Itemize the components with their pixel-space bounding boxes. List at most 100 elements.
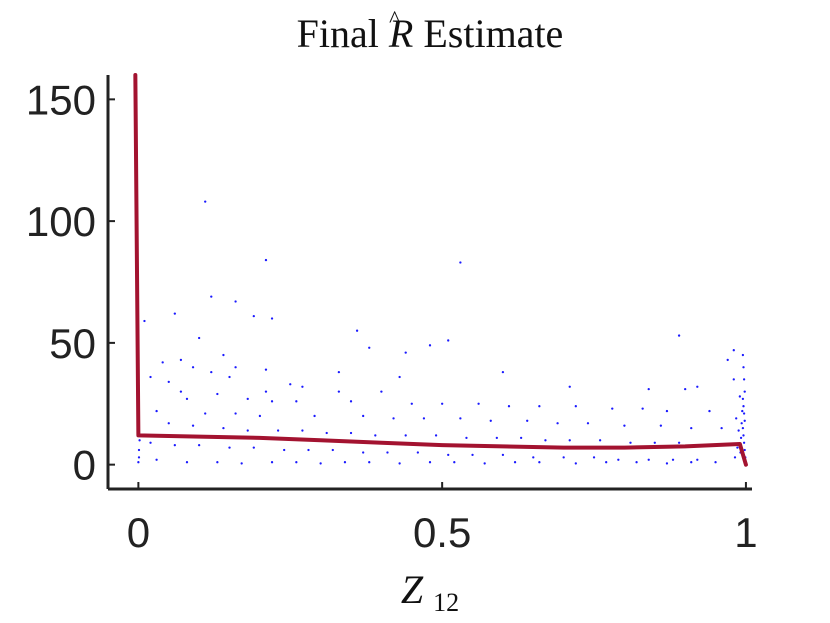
y-tick-label: 0 bbox=[73, 442, 96, 489]
scatter-point bbox=[428, 344, 432, 347]
y-tick-label: 100 bbox=[26, 198, 96, 245]
scatter-point bbox=[447, 339, 450, 342]
scatter-point bbox=[270, 400, 274, 403]
scatter-point bbox=[538, 461, 541, 464]
scatter-point bbox=[149, 441, 152, 444]
scatter-point bbox=[374, 434, 377, 437]
scatter-point bbox=[410, 402, 413, 405]
plot-area: 0 0.5 1 0 50 100 150 bbox=[26, 73, 758, 556]
scatter-point bbox=[228, 446, 231, 449]
scatter-point bbox=[179, 390, 183, 393]
scatter-point bbox=[598, 439, 602, 442]
scatter-point bbox=[647, 388, 650, 391]
scatter-point bbox=[742, 405, 745, 408]
scatter-point bbox=[191, 424, 195, 427]
scatter-point bbox=[295, 461, 298, 464]
scatter-point bbox=[459, 261, 462, 264]
scatter-point bbox=[732, 378, 735, 381]
scatter-point bbox=[532, 456, 535, 459]
scatter-point bbox=[556, 422, 559, 425]
scatter-point bbox=[714, 461, 717, 464]
scatter-point bbox=[586, 422, 590, 425]
x-axis-label-subscript: 12 bbox=[433, 588, 459, 617]
scatter-point bbox=[720, 426, 723, 430]
scatter-point bbox=[416, 451, 419, 454]
scatter-point bbox=[465, 436, 468, 440]
scatter-point bbox=[538, 405, 541, 408]
scatter-point bbox=[477, 402, 480, 405]
chart-title-suffix: Estimate bbox=[423, 11, 563, 56]
scatter-point bbox=[143, 319, 146, 323]
scatter-point bbox=[362, 451, 365, 454]
scatter-point bbox=[441, 402, 444, 405]
chart-title-prefix: Final bbox=[297, 11, 389, 56]
scatter-point bbox=[137, 461, 140, 464]
scatter-point bbox=[507, 405, 511, 408]
scatter-point bbox=[216, 392, 219, 396]
scatter-point bbox=[743, 448, 746, 452]
scatter-point bbox=[741, 409, 744, 413]
scatter-point bbox=[736, 446, 739, 449]
scatter-point bbox=[677, 441, 681, 444]
scatter-point bbox=[319, 462, 322, 465]
scatter-point bbox=[684, 388, 687, 391]
scatter-point bbox=[690, 461, 693, 464]
scatter-point bbox=[161, 361, 164, 364]
scatter-point bbox=[742, 434, 745, 437]
scatter-point bbox=[222, 426, 225, 430]
scatter-point bbox=[742, 366, 745, 369]
x-tick-label: 0 bbox=[127, 509, 150, 556]
scatter-point bbox=[743, 390, 746, 393]
scatter-point bbox=[453, 461, 456, 464]
scatter-point bbox=[210, 295, 213, 298]
scatter-point bbox=[240, 462, 243, 465]
scatter-point bbox=[185, 461, 189, 464]
scatter-point bbox=[246, 429, 249, 432]
scatter-point bbox=[562, 456, 565, 459]
scatter-point bbox=[362, 414, 365, 418]
scatter-point bbox=[404, 351, 407, 354]
scatter-point bbox=[197, 336, 201, 340]
scatter-point bbox=[137, 456, 141, 459]
scatter-point bbox=[289, 383, 292, 386]
scatter-point bbox=[234, 300, 237, 303]
scatter-point bbox=[301, 385, 304, 388]
scatter-point bbox=[337, 370, 341, 374]
scatter-point bbox=[740, 422, 743, 425]
scatter-point bbox=[428, 461, 432, 464]
y-tick-label: 50 bbox=[49, 320, 96, 367]
scatter-point bbox=[568, 385, 571, 388]
scatter-point bbox=[659, 424, 663, 427]
scatter-point bbox=[592, 456, 596, 459]
scatter-point bbox=[739, 436, 743, 440]
scatter-point bbox=[343, 461, 347, 464]
scatter-point bbox=[665, 462, 669, 465]
scatter-point bbox=[392, 417, 395, 420]
scatter-point bbox=[741, 397, 745, 401]
scatter-point bbox=[331, 448, 334, 452]
scatter-point bbox=[733, 456, 737, 459]
scatter-point bbox=[173, 444, 176, 447]
chart-title-hat-icon: ^ bbox=[389, 7, 400, 33]
scatter-point bbox=[459, 417, 462, 420]
scatter-point bbox=[210, 370, 213, 374]
scatter-point bbox=[495, 436, 498, 440]
x-axis-label: Z 12 bbox=[401, 567, 459, 617]
scatter-point bbox=[732, 349, 735, 352]
scatter-point bbox=[696, 458, 699, 461]
scatter-point bbox=[185, 397, 189, 401]
scatter-point bbox=[179, 358, 183, 362]
scatter-point bbox=[653, 441, 656, 444]
scatter-point bbox=[501, 370, 505, 374]
scatter-point bbox=[501, 453, 505, 457]
scatter-point bbox=[641, 407, 644, 410]
scatter-point bbox=[742, 378, 746, 381]
scatter-point bbox=[386, 451, 389, 454]
scatter-point bbox=[737, 429, 740, 432]
scatter-point bbox=[252, 314, 255, 318]
scatter-point bbox=[301, 429, 304, 432]
scatter-point bbox=[635, 461, 638, 464]
scatter-point bbox=[742, 412, 746, 415]
y-tick-label: 150 bbox=[26, 76, 96, 123]
